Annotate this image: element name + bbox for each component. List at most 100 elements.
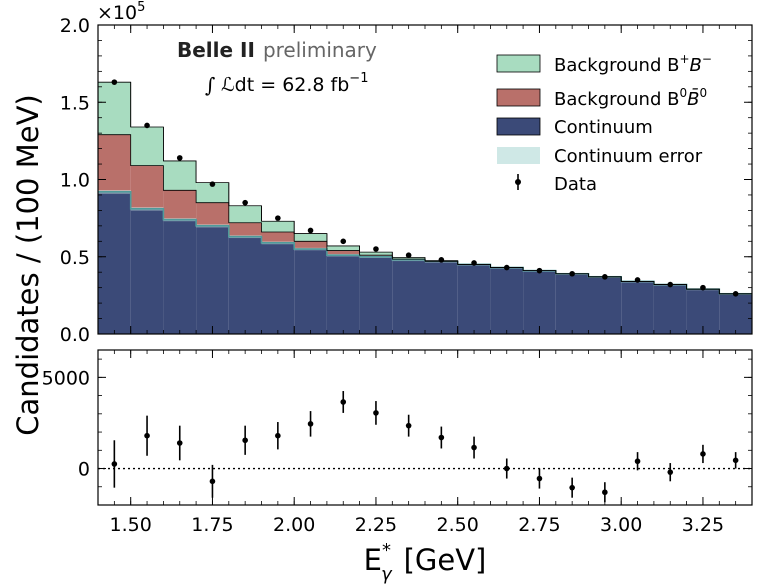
data-point-0 bbox=[111, 79, 118, 85]
data-point-12 bbox=[503, 264, 510, 271]
data-point-19 bbox=[732, 291, 739, 297]
x-axis-title: E* γ [GeV] bbox=[364, 540, 487, 585]
legend: Background B+B− Background B0B̄0 Continu… bbox=[496, 52, 712, 195]
residual-point-1 bbox=[144, 432, 150, 439]
svg-text:ℒdt = 62.8 fb−1: ℒdt = 62.8 fb−1 bbox=[221, 71, 368, 96]
data-point-2 bbox=[176, 155, 183, 161]
data-point-11 bbox=[471, 260, 477, 266]
residual-point-11 bbox=[471, 444, 477, 451]
xtick-label-1: 1.75 bbox=[191, 514, 233, 536]
top-x-ticks bbox=[113, 25, 753, 334]
luminosity-label: ∫ ℒdt = 62.8 fb−1 bbox=[205, 71, 368, 97]
residual-point-16 bbox=[634, 458, 641, 465]
bar-continuum-4 bbox=[228, 236, 262, 334]
xtick-label-3: 2.25 bbox=[355, 514, 397, 536]
bar-background-b-b--1 bbox=[130, 126, 164, 166]
y-axis-title: Candidates / (100 MeV) bbox=[11, 94, 45, 435]
bar-background-b-b--2 bbox=[163, 160, 197, 191]
bar-continuum-9 bbox=[392, 259, 425, 334]
data-point-13 bbox=[536, 267, 543, 274]
bar-background-b-0b-0-6 bbox=[294, 241, 327, 250]
legend-swatch-b0b0 bbox=[496, 88, 541, 107]
bar-continuum-5 bbox=[261, 242, 295, 334]
bar-background-b-b--5 bbox=[261, 221, 295, 233]
data-point-9 bbox=[405, 252, 412, 259]
bottom-y-axis: 0 5000 bbox=[42, 358, 752, 488]
bar-background-b-0b-0-3 bbox=[196, 202, 229, 226]
data-point-7 bbox=[340, 238, 347, 245]
bar-background-b-0b-0-5 bbox=[261, 232, 295, 243]
legend-label-conterr: Continuum error bbox=[554, 146, 703, 167]
residual-point-8 bbox=[373, 410, 379, 416]
residual-point-0 bbox=[111, 461, 118, 467]
data-point-15 bbox=[602, 274, 608, 280]
data-point-5 bbox=[275, 215, 281, 221]
xtick-label-6: 3.00 bbox=[600, 514, 642, 536]
bar-background-b-b--3 bbox=[196, 182, 229, 203]
top-data-points bbox=[111, 79, 739, 297]
bar-continuum-16 bbox=[621, 281, 654, 334]
xtick-label-2: 2.00 bbox=[273, 514, 315, 536]
bar-continuum-0 bbox=[98, 191, 131, 334]
data-point-8 bbox=[373, 246, 379, 252]
residual-point-5 bbox=[275, 432, 281, 439]
bottom-panel-frame bbox=[97, 349, 753, 506]
bar-continuum-17 bbox=[653, 284, 687, 334]
data-point-1 bbox=[144, 122, 150, 129]
top-ytick-label-3: 1.5 bbox=[60, 92, 90, 114]
bot-ytick-label-0: 0 bbox=[78, 459, 90, 481]
residual-point-2 bbox=[176, 440, 183, 446]
data-point-4 bbox=[242, 199, 248, 206]
residual-point-19 bbox=[732, 457, 739, 464]
data-point-17 bbox=[667, 281, 674, 288]
residual-point-17 bbox=[667, 469, 674, 475]
residual-point-12 bbox=[503, 465, 510, 472]
bar-background-b-b--6 bbox=[294, 233, 327, 242]
legend-label-data: Data bbox=[554, 174, 597, 195]
top-ytick-label-0: 0.0 bbox=[60, 324, 90, 346]
bar-continuum-19 bbox=[719, 293, 752, 334]
data-point-16 bbox=[634, 277, 641, 283]
bar-continuum-3 bbox=[196, 225, 229, 334]
data-point-10 bbox=[438, 257, 445, 263]
bar-background-b-b--4 bbox=[228, 205, 262, 223]
bar-continuum-12 bbox=[490, 267, 524, 334]
residual-point-3 bbox=[209, 478, 216, 485]
legend-label-b0b0: Background B0B̄0 bbox=[554, 86, 707, 110]
top-y-axis: 0.0 0.5 1.0 1.5 2.0 bbox=[60, 15, 752, 346]
bot-ytick-label-1: 5000 bbox=[42, 367, 90, 389]
residual-point-14 bbox=[569, 484, 575, 491]
bar-continuum-11 bbox=[457, 264, 491, 334]
top-ytick-label-1: 0.5 bbox=[60, 247, 90, 269]
bar-continuum-1 bbox=[130, 208, 164, 334]
bar-background-b-b--8 bbox=[359, 252, 393, 256]
experiment-label: Belle II preliminary bbox=[177, 38, 377, 62]
data-point-14 bbox=[569, 270, 575, 277]
xtick-label-0: 1.50 bbox=[110, 514, 152, 536]
xtick-label-7: 3.25 bbox=[682, 514, 724, 536]
bottom-x-axis: 1.50 1.75 2.00 2.25 2.50 2.75 3.00 3.25 bbox=[110, 350, 753, 536]
top-stacked-histogram bbox=[98, 81, 752, 334]
bar-background-b-0b-0-7 bbox=[326, 250, 360, 256]
bar-continuum-6 bbox=[294, 249, 327, 334]
bar-background-b-0b-0-2 bbox=[163, 190, 197, 220]
legend-label-bpbm: Background B+B− bbox=[554, 52, 712, 76]
bar-background-b-0b-0-1 bbox=[130, 165, 164, 209]
svg-text:∫: ∫ bbox=[205, 73, 215, 97]
legend-label-cont: Continuum bbox=[554, 117, 653, 138]
y-scale-factor: ×105 bbox=[97, 0, 145, 24]
bar-continuum-8 bbox=[359, 256, 393, 334]
bar-background-b-0b-0-4 bbox=[228, 222, 262, 237]
bar-continuum-13 bbox=[523, 270, 556, 334]
bar-background-b-b--0 bbox=[98, 82, 131, 135]
bar-continuum-10 bbox=[425, 261, 458, 334]
top-ytick-label-4: 2.0 bbox=[60, 15, 90, 37]
bar-background-b-0b-0-0 bbox=[98, 134, 131, 192]
data-point-18 bbox=[700, 284, 706, 291]
data-point-6 bbox=[307, 227, 314, 234]
bar-continuum-14 bbox=[555, 273, 589, 334]
residual-point-6 bbox=[307, 421, 314, 427]
legend-swatch-cont bbox=[496, 117, 541, 136]
top-ytick-label-2: 1.0 bbox=[60, 170, 90, 192]
